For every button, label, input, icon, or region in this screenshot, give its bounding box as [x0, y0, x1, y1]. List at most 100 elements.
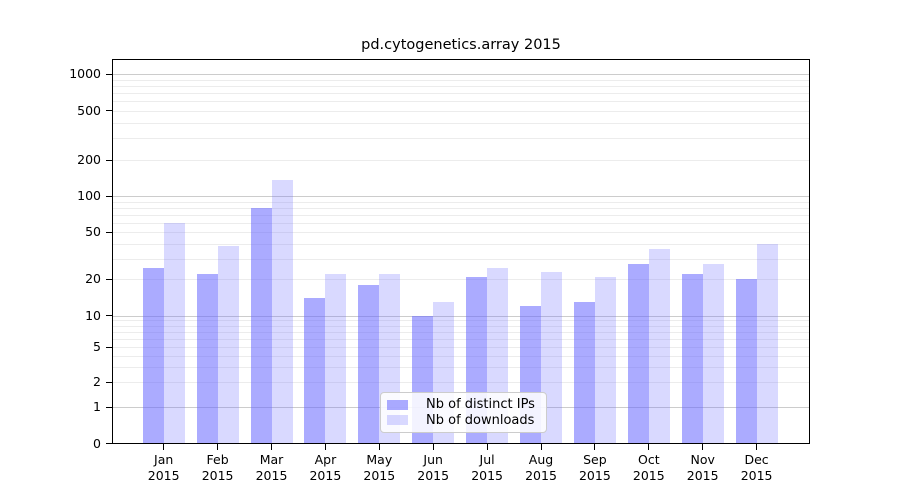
x-tick-label-mar: Mar 2015 — [240, 452, 304, 484]
x-tick-mark-mar — [271, 444, 272, 450]
y-tick-label-20: 20 — [85, 271, 101, 287]
bar-distinct-ips-mar — [250, 207, 272, 443]
gridline-y-6 — [113, 338, 809, 340]
y-tick-mark-20 — [106, 278, 112, 280]
month-name: May — [366, 452, 393, 467]
x-tick-mark-feb — [217, 444, 219, 450]
month-name: Aug — [528, 452, 554, 467]
legend-item-distinct-ips: Nb of distinct IPs — [387, 397, 538, 413]
y-tick-label-200: 200 — [77, 152, 101, 167]
bar-downloads-feb — [217, 246, 239, 443]
year-label: 2015 — [740, 468, 773, 483]
gridline-y-500 — [113, 110, 809, 112]
legend-label-downloads: Nb of downloads — [426, 412, 535, 428]
bar-distinct-ips-sep — [573, 301, 595, 443]
y-tick-mark-500 — [106, 110, 112, 112]
y-tick-mark-10 — [106, 315, 112, 317]
y-tick-label-1000: 1000 — [69, 66, 101, 82]
bar-downloads-mar — [271, 180, 293, 443]
gridline-y-700 — [113, 93, 809, 95]
x-tick-label-jun: Jun 2015 — [401, 452, 465, 484]
month-name: Jan — [154, 452, 174, 467]
y-tick-mark-50 — [106, 231, 112, 233]
bar-distinct-ips-apr — [304, 298, 326, 443]
gridline-y-900 — [113, 79, 809, 81]
month-name: Oct — [637, 452, 660, 467]
gridline-y-800 — [113, 86, 809, 88]
bar-distinct-ips-oct — [627, 263, 649, 443]
gridline-y-3 — [113, 366, 809, 368]
gridline-y-80 — [113, 207, 809, 209]
gridline-y-30 — [113, 258, 809, 260]
year-label: 2015 — [686, 468, 719, 483]
x-tick-mark-jul — [486, 444, 488, 450]
x-tick-label-apr: Apr 2015 — [293, 452, 357, 484]
gridline-y-7 — [113, 331, 809, 333]
x-tick-mark-oct — [648, 444, 650, 450]
bar-distinct-ips-feb — [196, 274, 218, 443]
gridline-y-10 — [113, 315, 809, 317]
year-label: 2015 — [201, 468, 234, 483]
month-name: Jul — [479, 452, 495, 467]
x-tick-label-sep: Sep 2015 — [563, 452, 627, 484]
gridline-y-200 — [113, 160, 809, 161]
gridline-y-20 — [113, 279, 809, 281]
x-tick-label-aug: Aug 2015 — [509, 452, 573, 484]
bar-downloads-sep — [594, 276, 616, 443]
gridline-y-70 — [113, 214, 809, 216]
bar-downloads-nov — [702, 263, 724, 443]
legend-label-distinct-ips: Nb of distinct IPs — [426, 397, 535, 413]
gridline-y-9 — [113, 320, 809, 322]
gridline-y-40 — [113, 243, 809, 245]
month-name: Dec — [744, 452, 769, 467]
x-tick-mark-apr — [324, 444, 326, 450]
y-tick-label-2: 2 — [93, 374, 101, 390]
bar-distinct-ips-dec — [735, 279, 757, 443]
bar-downloads-dec — [756, 243, 778, 443]
y-tick-label-500: 500 — [77, 102, 101, 118]
year-label: 2015 — [255, 468, 288, 483]
legend-swatch-distinct-ips — [387, 399, 408, 410]
x-tick-mark-sep — [594, 444, 596, 450]
x-tick-mark-jan — [163, 444, 165, 450]
chart-title: pd.cytogenetics.array 2015 — [361, 37, 561, 53]
x-tick-label-oct: Oct 2015 — [617, 452, 681, 484]
y-tick-mark-200 — [106, 159, 112, 161]
year-label: 2015 — [578, 468, 611, 483]
y-tick-mark-100 — [106, 195, 112, 197]
y-tick-label-0: 0 — [93, 435, 101, 451]
y-tick-label-5: 5 — [93, 339, 101, 354]
bar-downloads-apr — [325, 274, 347, 443]
y-tick-mark-0 — [106, 443, 112, 444]
bar-distinct-ips-nov — [681, 274, 703, 443]
month-name: Nov — [690, 452, 715, 467]
x-tick-mark-aug — [540, 444, 542, 450]
y-tick-label-100: 100 — [77, 188, 101, 203]
legend: Nb of distinct IPs Nb of downloads — [380, 392, 547, 433]
year-label: 2015 — [417, 468, 450, 483]
x-tick-mark-dec — [756, 444, 758, 450]
year-label: 2015 — [363, 468, 396, 483]
gridline-y-5 — [113, 347, 809, 348]
x-tick-mark-nov — [702, 444, 704, 450]
x-tick-label-nov: Nov 2015 — [671, 452, 735, 484]
legend-item-downloads: Nb of downloads — [387, 413, 538, 429]
y-tick-label-10: 10 — [85, 307, 101, 323]
gridline-y-4 — [113, 355, 809, 357]
gridline-y-300 — [113, 138, 809, 140]
x-tick-mark-jun — [432, 444, 434, 450]
year-label: 2015 — [471, 468, 503, 483]
month-name: Jun — [423, 452, 443, 467]
x-tick-label-jan: Jan 2015 — [132, 452, 196, 484]
bar-distinct-ips-may — [358, 284, 380, 443]
month-name: Apr — [314, 452, 337, 467]
y-tick-mark-1 — [106, 406, 112, 408]
y-tick-label-50: 50 — [85, 224, 101, 240]
year-label: 2015 — [147, 468, 180, 483]
x-tick-label-jul: Jul 2015 — [455, 452, 519, 484]
gridline-y-50 — [113, 232, 809, 234]
year-label: 2015 — [309, 468, 342, 483]
gridline-y-400 — [113, 122, 809, 124]
y-tick-mark-5 — [106, 346, 112, 348]
